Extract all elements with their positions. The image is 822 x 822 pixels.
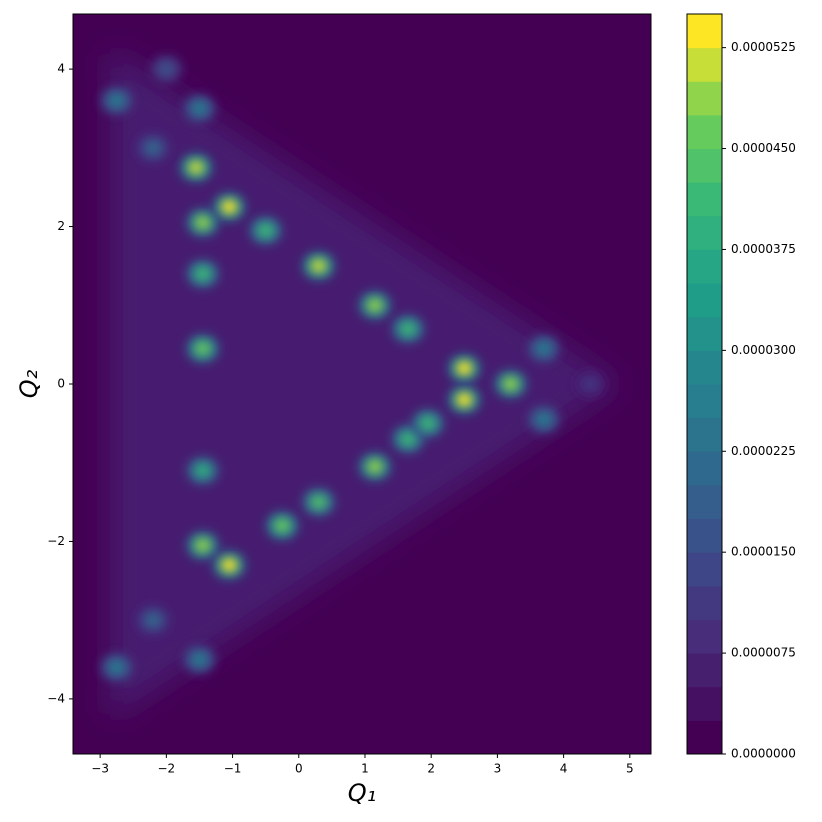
density-peak — [310, 258, 327, 273]
density-peak — [366, 298, 383, 313]
x-tick-label: 0 — [295, 762, 303, 776]
colorbar-band — [687, 182, 722, 217]
x-tick-label: 5 — [626, 762, 634, 776]
density-peak — [145, 613, 162, 628]
colorbar-band — [687, 417, 722, 452]
density-peak — [366, 459, 383, 474]
x-tick-label: −2 — [158, 762, 176, 776]
density-peak — [194, 341, 211, 356]
colorbar-band — [687, 552, 722, 587]
colorbar-band — [687, 451, 722, 486]
density-peak — [502, 377, 519, 391]
colorbar-band — [687, 215, 722, 250]
plot-area — [73, 14, 651, 754]
colorbar-band — [687, 384, 722, 419]
colorbar-band — [687, 484, 722, 520]
x-tick-label: −1 — [224, 762, 242, 776]
density-peak — [419, 416, 436, 431]
density-peak — [194, 266, 211, 281]
colorbar-band — [687, 653, 722, 688]
density-peak — [191, 652, 208, 667]
colorbar-band — [687, 47, 722, 82]
x-tick-label: 2 — [427, 762, 435, 776]
x-axis-label: Q₁ — [348, 779, 377, 807]
colorbar-frame — [686, 13, 723, 755]
density-peak — [221, 558, 238, 573]
colorbar-tick-label: 0.0000300 — [731, 343, 796, 357]
density-peak — [158, 62, 175, 77]
colorbar-tick-label: 0.0000075 — [731, 646, 796, 660]
colorbar-tick-label: 0.0000375 — [731, 242, 796, 256]
colorbar-band — [687, 148, 722, 183]
density-peak — [188, 160, 205, 175]
x-tick-label: −3 — [91, 762, 109, 776]
density-peak — [194, 215, 211, 230]
density-peak — [108, 660, 125, 675]
colorbar-band — [687, 619, 722, 654]
colorbar-band — [687, 720, 722, 755]
density-peak — [194, 538, 211, 553]
colorbar-tick-label: 0.0000525 — [731, 40, 796, 54]
colorbar-tick-label: 0.0000150 — [731, 545, 796, 559]
y-tick-label: −4 — [47, 691, 65, 705]
y-tick-label: −2 — [47, 534, 65, 548]
colorbar-band — [687, 249, 722, 284]
density-peak — [456, 392, 473, 407]
colorbar-band — [687, 114, 722, 150]
x-tick-label: 1 — [361, 762, 369, 776]
density-peak — [274, 518, 291, 533]
density-peak — [535, 341, 552, 356]
colorbar-band — [687, 350, 722, 385]
y-tick-label: 2 — [57, 219, 65, 233]
colorbar: 0.0000000 0.0000075 0.0000150 0.0000225 0.00… — [686, 13, 796, 761]
colorbar-band — [687, 283, 722, 318]
y-tick-label: 0 — [57, 377, 65, 391]
density-peak — [221, 199, 238, 214]
density-peak — [191, 101, 208, 116]
density-peak — [535, 412, 552, 427]
colorbar-tick-label: 0.0000000 — [731, 747, 796, 761]
colorbar-band — [687, 316, 722, 351]
density-peak — [257, 223, 274, 238]
colorbar-band — [687, 585, 722, 620]
density-peak — [145, 140, 162, 155]
density-peak — [310, 495, 327, 510]
density-peak — [400, 321, 417, 336]
colorbar-band — [687, 686, 722, 721]
colorbar-band — [687, 14, 722, 49]
colorbar-tick-label: 0.0000225 — [731, 444, 796, 458]
density-peak — [400, 432, 417, 447]
y-tick-label: 4 — [57, 62, 65, 76]
density-peak — [456, 361, 473, 376]
density-peak — [194, 463, 211, 478]
density-peak — [582, 377, 599, 391]
colorbar-band — [687, 81, 722, 116]
density-peak — [108, 93, 125, 108]
x-tick-label: 4 — [560, 762, 568, 776]
y-axis-label: Q₂ — [15, 369, 43, 398]
colorbar-band — [687, 518, 722, 553]
x-tick-label: 3 — [494, 762, 502, 776]
colorbar-tick-label: 0.0000450 — [731, 141, 796, 155]
